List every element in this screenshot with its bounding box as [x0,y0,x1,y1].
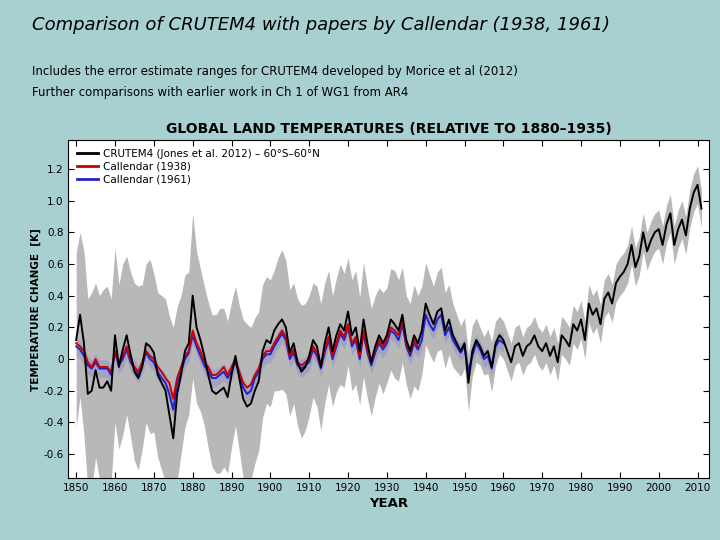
Line: CRUTEM4 (Jones et al. 2012) – 60°S–60°N: CRUTEM4 (Jones et al. 2012) – 60°S–60°N [76,185,701,438]
Callendar (1938) [251,372,259,378]
Line: Callendar (1938): Callendar (1938) [76,320,418,399]
CRUTEM4 (Jones et al. 2012) – 60°S–60°N [126,351,135,357]
Text: Further comparisons with earlier work in Ch 1 of WG1 from AR4: Further comparisons with earlier work in… [32,86,409,99]
Callendar (1938) [208,372,217,378]
Y-axis label: TEMPERATURE CHANGE  [K]: TEMPERATURE CHANGE [K] [30,228,40,390]
Text: Includes the error estimate ranges for CRUTEM4 developed by Morice et al (2012): Includes the error estimate ranges for C… [32,65,518,78]
CRUTEM4 (Jones et al. 2012) – 60°S–60°N [697,205,706,212]
Callendar (1938) [107,368,115,375]
Callendar (1961) [169,407,178,413]
Callendar (1938) [379,343,387,349]
CRUTEM4 (Jones et al. 2012) – 60°S–60°N [72,337,81,343]
Callendar (1938) [398,316,407,323]
CRUTEM4 (Jones et al. 2012) – 60°S–60°N [573,327,582,334]
Legend: CRUTEM4 (Jones et al. 2012) – 60°S–60°N, Callendar (1938), Callendar (1961): CRUTEM4 (Jones et al. 2012) – 60°S–60°N,… [73,146,323,188]
CRUTEM4 (Jones et al. 2012) – 60°S–60°N [577,316,585,323]
Title: GLOBAL LAND TEMPERATURES (RELATIVE TO 1880–1935): GLOBAL LAND TEMPERATURES (RELATIVE TO 18… [166,123,612,137]
Callendar (1961) [274,337,282,343]
Callendar (1961) [324,337,333,343]
Callendar (1961) [235,372,243,378]
Callendar (1938) [169,395,178,402]
CRUTEM4 (Jones et al. 2012) – 60°S–60°N [169,435,178,442]
Callendar (1961) [421,312,430,318]
Callendar (1938) [72,340,81,347]
Callendar (1938) [114,359,123,366]
X-axis label: YEAR: YEAR [369,497,408,510]
CRUTEM4 (Jones et al. 2012) – 60°S–60°N [282,324,290,330]
CRUTEM4 (Jones et al. 2012) – 60°S–60°N [693,181,702,188]
Callendar (1938) [413,343,422,349]
Callendar (1961) [173,380,181,386]
Callendar (1961) [491,343,500,349]
Text: Comparison of CRUTEM4 with papers by Callendar (1938, 1961): Comparison of CRUTEM4 with papers by Cal… [32,16,611,34]
CRUTEM4 (Jones et al. 2012) – 60°S–60°N [278,316,287,323]
Callendar (1961) [184,349,193,356]
Callendar (1938) [142,348,150,354]
CRUTEM4 (Jones et al. 2012) – 60°S–60°N [487,364,496,370]
Callendar (1961) [499,340,508,347]
Callendar (1961) [72,343,81,349]
Line: Callendar (1961): Callendar (1961) [76,315,503,410]
